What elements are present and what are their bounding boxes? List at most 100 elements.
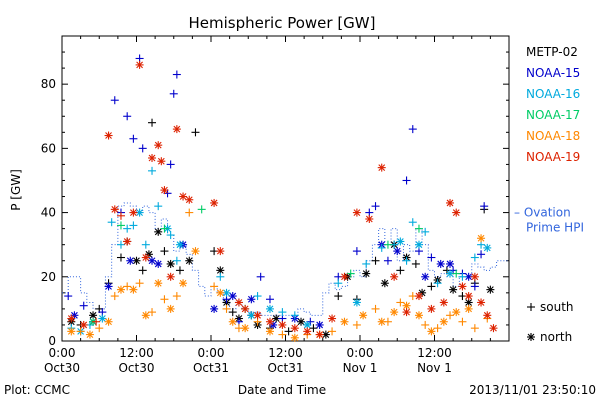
- data-point-noaa-16: [116, 240, 125, 249]
- data-point-noaa-18: [328, 327, 337, 336]
- data-point-noaa-19: [483, 311, 492, 320]
- data-point-noaa-18: [110, 292, 119, 301]
- data-point-noaa-18: [67, 327, 76, 336]
- data-point-metp-02: [427, 282, 436, 291]
- data-point-metp-02: [334, 292, 343, 301]
- data-point-noaa-16: [172, 256, 181, 265]
- y-tick-label: 0: [48, 334, 56, 348]
- data-point-noaa-18: [135, 279, 144, 288]
- data-point-noaa-18: [340, 317, 349, 326]
- data-point-noaa-16: [216, 272, 225, 281]
- data-point-noaa-18: [172, 292, 181, 301]
- data-point-noaa-18: [421, 320, 430, 329]
- data-point-noaa-17: [346, 269, 355, 278]
- data-point-noaa-15: [129, 134, 138, 143]
- data-point-metp-02: [449, 285, 458, 294]
- x-axis-label: Date and Time: [238, 383, 326, 397]
- data-point-noaa-19: [110, 205, 119, 214]
- data-point-noaa-19: [129, 208, 138, 217]
- data-point-metp-02: [148, 118, 157, 127]
- data-point-noaa-18: [210, 282, 219, 291]
- y-tick-label: 80: [41, 77, 56, 91]
- data-point-metp-02: [309, 324, 318, 333]
- data-point-noaa-18: [278, 330, 287, 339]
- data-point-noaa-18: [265, 327, 274, 336]
- data-point-noaa-19: [253, 311, 262, 320]
- data-point-noaa-19: [352, 208, 361, 217]
- data-point-noaa-19: [290, 324, 299, 333]
- data-point-noaa-15: [477, 250, 486, 259]
- data-point-metp-02: [166, 259, 175, 268]
- data-point-noaa-18: [154, 279, 163, 288]
- data-point-noaa-15: [148, 256, 157, 265]
- data-point-noaa-16: [421, 227, 430, 236]
- plot-timestamp: 2013/11/01 23:50:10: [469, 383, 596, 397]
- data-point-noaa-15: [393, 247, 402, 256]
- data-point-noaa-15: [110, 96, 119, 105]
- data-point-noaa-18: [166, 304, 175, 313]
- data-point-noaa-17: [452, 269, 461, 278]
- data-point-noaa-18: [470, 324, 479, 333]
- y-tick-label: 20: [41, 270, 56, 284]
- y-tick-label: 40: [41, 206, 56, 220]
- data-point-noaa-16: [433, 279, 442, 288]
- data-point-noaa-16: [278, 308, 287, 317]
- data-point-noaa-18: [414, 311, 423, 320]
- data-point-metp-02: [411, 259, 420, 268]
- data-point-noaa-18: [464, 304, 473, 313]
- data-point-noaa-15: [402, 176, 411, 185]
- data-point-noaa-18: [185, 208, 194, 217]
- data-point-noaa-18: [458, 317, 467, 326]
- x-tick-label-date: Oct31: [193, 361, 229, 375]
- data-point-noaa-16: [362, 259, 371, 268]
- data-point-noaa-18: [95, 324, 104, 333]
- data-point-noaa-18: [216, 288, 225, 297]
- data-point-noaa-15: [210, 304, 219, 313]
- data-point-noaa-18: [446, 311, 455, 320]
- data-point-noaa-18: [477, 234, 486, 243]
- data-point-noaa-19: [79, 320, 88, 329]
- data-point-noaa-19: [390, 272, 399, 281]
- y-axis-label: P [GW]: [9, 169, 23, 211]
- data-point-noaa-19: [414, 292, 423, 301]
- data-point-noaa-17: [414, 224, 423, 233]
- data-point-noaa-19: [216, 247, 225, 256]
- data-point-noaa-19: [234, 298, 243, 307]
- data-point-noaa-19: [365, 215, 374, 223]
- data-point-noaa-19: [377, 163, 386, 172]
- data-point-noaa-15: [352, 247, 361, 256]
- data-point-noaa-19: [303, 327, 312, 336]
- data-point-metp-02: [371, 256, 380, 265]
- data-point-noaa-18: [396, 298, 405, 307]
- data-point-noaa-18: [222, 304, 231, 313]
- data-point-metp-02: [228, 308, 237, 317]
- data-point-noaa-15: [228, 292, 237, 301]
- data-point-metp-02: [297, 317, 306, 326]
- data-point-noaa-15: [446, 259, 455, 268]
- data-point-noaa-16: [402, 256, 411, 265]
- data-point-noaa-16: [166, 231, 175, 240]
- data-point-noaa-18: [241, 324, 250, 333]
- data-point-metp-02: [396, 266, 405, 275]
- data-point-metp-02: [138, 266, 147, 275]
- data-point-noaa-16: [290, 311, 299, 320]
- data-point-noaa-16: [107, 218, 116, 227]
- data-point-noaa-15: [371, 202, 380, 211]
- data-point-noaa-19: [210, 198, 219, 207]
- data-point-noaa-15: [154, 259, 163, 268]
- data-point-noaa-18: [76, 327, 85, 336]
- legend-entry-ovation: – Ovation: [514, 206, 571, 220]
- legend-label-north: north: [540, 330, 572, 344]
- data-point-noaa-19: [278, 320, 287, 329]
- x-tick-label-time: 12:00: [417, 346, 452, 360]
- data-point-noaa-16: [377, 243, 386, 252]
- data-point-noaa-19: [241, 304, 250, 313]
- plot-area: 0204060800:00Oct3012:00Oct300:00Oct3112:…: [41, 35, 535, 375]
- legend-entry-ovation-cont: Prime HPI: [526, 221, 584, 235]
- data-point-metp-02: [284, 327, 293, 336]
- data-point-noaa-15: [480, 202, 489, 211]
- legend: METP-02 NOAA-15 NOAA-16 NOAA-17 NOAA-18 NOAA-…: [514, 45, 584, 344]
- legend-entry-noaa-16: NOAA-16: [526, 87, 580, 101]
- x-tick-label-date: Oct30: [118, 361, 154, 375]
